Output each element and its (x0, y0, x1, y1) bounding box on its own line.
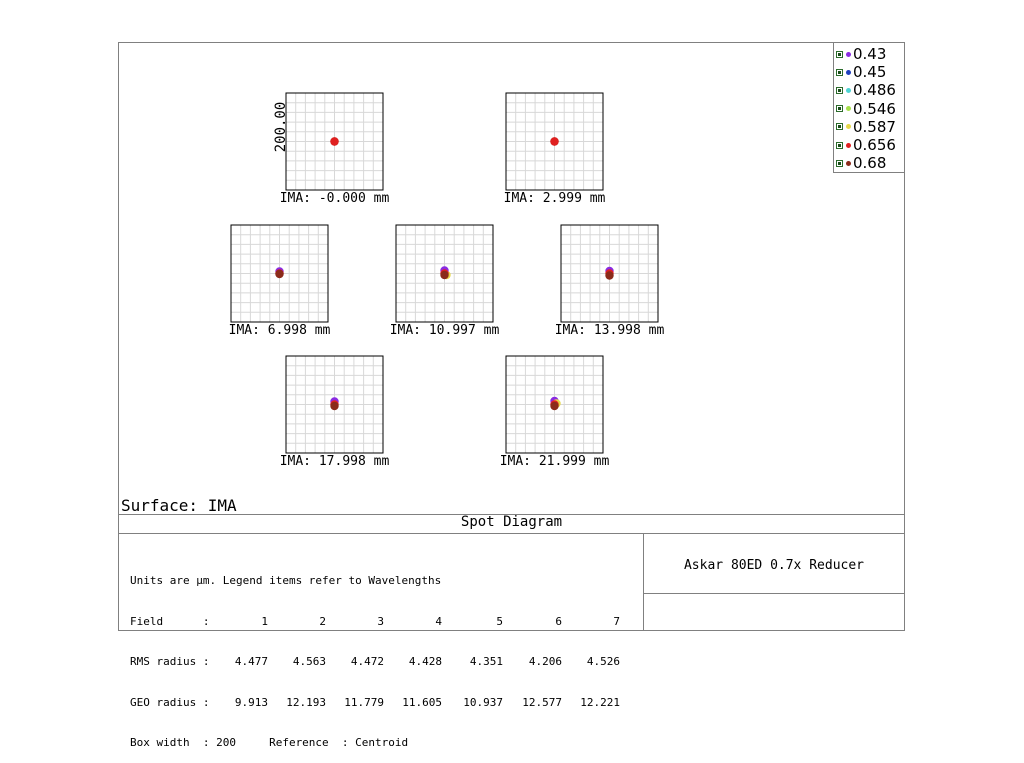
legend-item: 0.587 (836, 118, 896, 136)
surface-label: Surface: IMA (121, 496, 237, 515)
geo-value: 11.605 (402, 695, 442, 709)
title-divider-top (118, 514, 905, 515)
legend-label: 0.546 (853, 99, 896, 118)
field-label-1: IMA: -0.000 mm (280, 191, 390, 206)
field-label-3: IMA: 6.998 mm (229, 323, 331, 338)
legend-item: 0.486 (836, 81, 896, 99)
spot-box-3 (230, 224, 329, 323)
geo-label: GEO radius : (130, 695, 210, 709)
field-label: Field : (130, 614, 210, 628)
field-label-5: IMA: 13.998 mm (555, 323, 665, 338)
field-label-7: IMA: 21.999 mm (500, 454, 610, 469)
field-label-4: IMA: 10.997 mm (390, 323, 500, 338)
info-divider-horizontal (643, 593, 905, 594)
spot-point-0.68 (275, 269, 284, 279)
field-number: 6 (555, 614, 562, 628)
legend-checkbox-icon (836, 159, 843, 167)
spot-box-6 (285, 355, 384, 454)
rms-value: 4.472 (350, 655, 384, 668)
legend-swatch (846, 69, 851, 75)
rms-value: 4.206 (528, 655, 562, 668)
legend-swatch (846, 142, 851, 148)
field-number: 2 (319, 614, 326, 628)
legend-swatch (846, 87, 851, 93)
rms-value: 4.428 (408, 655, 442, 668)
spot-point-0.68 (605, 271, 614, 280)
spot-point-0.68 (440, 270, 449, 280)
geo-row: GEO radius : 9.913 12.193 11.779 11.605 10.9… (130, 695, 620, 710)
y-axis-label: 200.00 (273, 102, 289, 153)
info-units-line: Units are µm. Legend items refer to Wave… (130, 574, 442, 587)
spot-point-0.656 (550, 137, 559, 146)
legend-item: 0.45 (836, 63, 886, 81)
field-number: 1 (261, 614, 268, 628)
legend-swatch (846, 51, 851, 57)
legend-label: 0.656 (853, 136, 896, 154)
title-divider-bottom (118, 533, 905, 534)
field-number: 7 (613, 614, 620, 628)
legend-checkbox-icon (836, 86, 843, 94)
legend-item: 0.68 (836, 154, 886, 172)
legend-swatch (846, 124, 851, 130)
spot-box-2 (505, 92, 604, 191)
diagram-title: Spot Diagram (460, 514, 563, 530)
geo-value: 12.193 (286, 695, 326, 709)
plot-frame (118, 42, 905, 631)
legend-label: 0.43 (853, 45, 887, 63)
info-divider-vertical (643, 533, 644, 631)
field-number: 3 (377, 614, 384, 628)
legend-label: 0.68 (853, 154, 887, 173)
spot-point-0.68 (330, 401, 339, 411)
rms-label: RMS radius : (130, 655, 210, 668)
field-number: 5 (496, 614, 503, 628)
legend-item: 0.656 (836, 136, 896, 154)
legend-swatch (846, 106, 851, 112)
legend-item: 0.546 (836, 100, 896, 118)
rms-value: 4.526 (586, 655, 620, 668)
spot-point-0.68 (550, 401, 559, 411)
spot-point-0.656 (330, 137, 339, 146)
legend-label: 0.45 (853, 63, 887, 82)
spot-box-4 (395, 224, 494, 323)
spot-box-5 (560, 224, 659, 323)
legend-label: 0.587 (853, 117, 896, 136)
field-row: Field : 1 2 3 4 5 6 7 (130, 614, 620, 629)
geo-value: 10.937 (463, 695, 503, 709)
legend-item: 0.43 (836, 45, 886, 63)
legend-checkbox-icon (836, 68, 843, 76)
spot-box-7 (505, 355, 604, 454)
legend-label: 0.486 (853, 81, 896, 100)
info-panel: Units are µm. Legend items refer to Wave… (130, 547, 620, 763)
rms-value: 4.477 (234, 655, 268, 668)
legend-checkbox-icon (836, 50, 843, 58)
legend-checkbox-icon (836, 141, 843, 149)
rms-row: RMS radius : 4.477 4.563 4.472 4.428 4.351 4.… (130, 655, 620, 669)
legend-checkbox-icon (836, 123, 843, 131)
legend-checkbox-icon (836, 105, 843, 113)
field-label-2: IMA: 2.999 mm (504, 191, 606, 206)
spot-box-1 (285, 92, 384, 191)
geo-value: 11.779 (344, 695, 384, 709)
geo-value: 12.221 (580, 695, 620, 709)
field-number: 4 (435, 614, 442, 628)
wavelength-legend: 0.43 0.45 0.486 0.546 0.587 0.656 0.68 (833, 43, 904, 173)
box-width-line: Box width : 200 Reference : Centroid (130, 736, 409, 749)
field-label-6: IMA: 17.998 mm (280, 454, 390, 469)
geo-value: 9.913 (234, 695, 268, 709)
legend-swatch (846, 160, 851, 166)
geo-value: 12.577 (522, 695, 562, 709)
rms-value: 4.563 (292, 655, 326, 668)
rms-value: 4.351 (469, 655, 503, 668)
lens-name: Askar 80ED 0.7x Reducer (683, 558, 864, 573)
spot-diagram-plot: IMA: -0.000 mm IMA: 2.999 mm IMA: 6.998 mm… (229, 92, 665, 469)
